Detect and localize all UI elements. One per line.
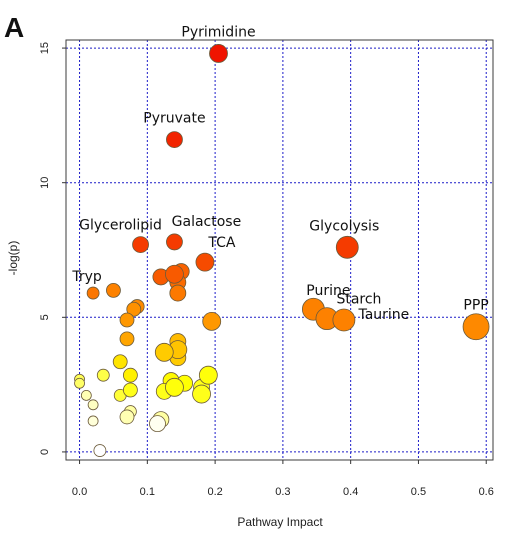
data-point	[149, 415, 166, 433]
point-label: Taurine	[357, 307, 409, 323]
data-point	[96, 368, 110, 382]
data-point	[202, 311, 222, 331]
data-point	[119, 312, 135, 328]
x-tick-label: 0.4	[343, 486, 358, 498]
y-tick-labels: 0 5 10 15	[39, 42, 66, 455]
data-point	[169, 284, 187, 302]
y-tick-label: 15	[39, 42, 51, 54]
point-label: Purine	[306, 283, 350, 299]
data-point	[166, 131, 183, 149]
point-label: TCA	[207, 235, 236, 251]
data-point	[192, 384, 211, 404]
data-point	[93, 444, 107, 457]
y-tick-label: 5	[39, 314, 51, 320]
point-label: Galactose	[172, 214, 242, 230]
x-tick-label: 0.5	[411, 486, 426, 498]
data-point	[87, 399, 99, 411]
point-label: Glycerolipid	[79, 218, 162, 234]
data-point	[106, 282, 121, 298]
data-point	[122, 382, 138, 398]
data-point	[87, 415, 99, 427]
y-tick-label: 10	[39, 177, 51, 189]
data-point	[165, 264, 184, 284]
point-label: Starch	[336, 292, 381, 308]
panel-letter: A	[4, 12, 25, 43]
data-point	[195, 252, 215, 272]
data-point	[119, 409, 135, 425]
data-point	[86, 286, 100, 300]
y-axis-label: -log(p)	[6, 241, 20, 276]
point-label: Tryp	[71, 269, 102, 285]
point-label: Pyruvate	[143, 111, 205, 127]
data-point	[462, 313, 490, 341]
point-label: Glycolysis	[309, 218, 379, 234]
data-point	[332, 308, 356, 332]
data-point	[112, 354, 128, 370]
point-labels: Pyrimidine Pyruvate Glycerolipid Galactose T…	[71, 24, 488, 323]
data-point	[209, 44, 228, 63]
data-point	[122, 367, 138, 383]
data-point	[74, 377, 85, 389]
data-point	[154, 342, 174, 362]
x-tick-label: 0.1	[140, 486, 155, 498]
data-point	[198, 365, 218, 385]
data-point	[126, 301, 142, 317]
x-tick-label: 0.0	[72, 486, 87, 498]
data-point	[165, 377, 184, 397]
data-point	[119, 331, 135, 347]
x-tick-label: 0.2	[207, 486, 222, 498]
plot-frame	[65, 39, 494, 461]
data-point	[335, 235, 359, 259]
x-axis-label: Pathway Impact	[237, 515, 323, 529]
data-point	[166, 233, 183, 251]
point-label: Pyrimidine	[181, 24, 255, 40]
data-point	[80, 389, 92, 401]
point-label: PPP	[463, 298, 488, 314]
y-tick-label: 0	[39, 449, 51, 455]
data-points	[74, 44, 490, 457]
x-tick-label: 0.6	[479, 486, 494, 498]
x-tick-label: 0.3	[275, 486, 290, 498]
data-point	[132, 236, 149, 254]
x-tick-labels: 0.0 0.1 0.2 0.3 0.4 0.5 0.6	[72, 460, 494, 498]
